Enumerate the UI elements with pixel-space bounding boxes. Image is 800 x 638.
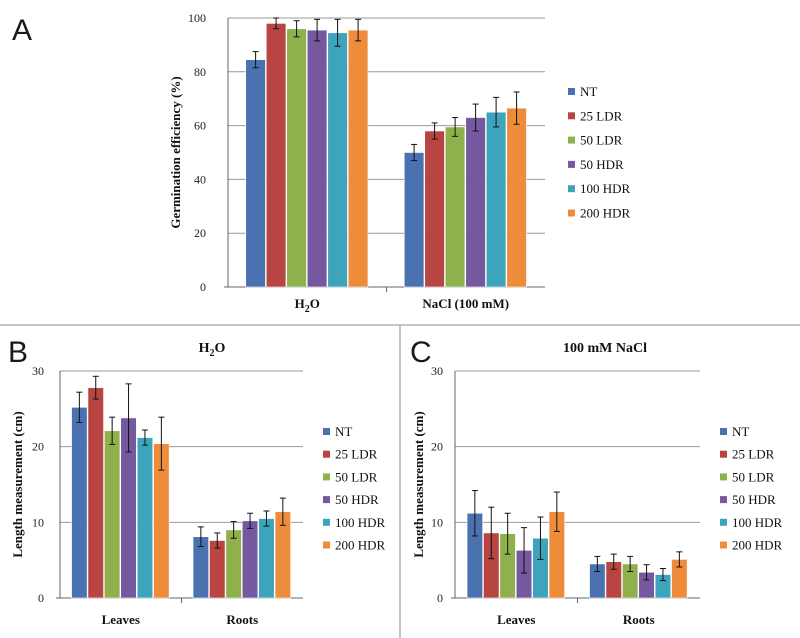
x-category-label: Leaves — [102, 612, 140, 627]
bar — [225, 529, 242, 599]
x-category-label-h: H — [295, 296, 305, 311]
legend-label: 200 HDR — [580, 206, 631, 221]
legend-swatch — [720, 473, 727, 481]
bar — [506, 107, 527, 288]
legend-label: NT — [335, 424, 352, 439]
y-tick-label: 100 — [188, 11, 206, 25]
bar — [424, 130, 445, 288]
bar — [265, 23, 287, 288]
bar — [136, 437, 154, 599]
legend-label: NT — [732, 424, 749, 439]
bar — [209, 540, 226, 599]
y-tick-label: 0 — [38, 591, 44, 605]
x-category-label: Roots — [623, 612, 655, 627]
y-tick-label: 40 — [194, 172, 206, 186]
legend-swatch — [323, 450, 330, 458]
panel-c-title: 100 mM NaCl — [563, 341, 647, 356]
legend-label: 50 LDR — [732, 469, 775, 484]
legend-label: 25 LDR — [335, 447, 378, 462]
legend-swatch — [568, 160, 575, 168]
y-tick-label: 20 — [32, 440, 44, 454]
legend-label: 50 LDR — [580, 133, 623, 148]
legend-swatch — [568, 112, 575, 120]
bar — [104, 430, 121, 599]
y-axis-title: Length measurement (cm) — [10, 411, 25, 557]
legend-swatch — [568, 88, 575, 95]
y-tick-label: 20 — [194, 226, 206, 240]
bar — [258, 518, 275, 599]
bar — [306, 29, 328, 288]
bar — [241, 520, 259, 599]
y-tick-label: 30 — [431, 364, 443, 378]
bar — [485, 111, 507, 288]
bar — [465, 117, 486, 288]
legend-label: 100 HDR — [732, 515, 783, 530]
y-tick-label: 30 — [32, 364, 44, 378]
legend-swatch — [720, 428, 727, 435]
legend-label: 50 HDR — [732, 492, 776, 507]
bar — [286, 28, 307, 288]
legend-swatch — [323, 473, 330, 481]
legend-swatch — [323, 496, 330, 504]
panel-letter-c: C — [410, 336, 432, 369]
y-tick-label: 10 — [431, 515, 443, 529]
bar — [87, 387, 104, 599]
legend-swatch — [323, 541, 330, 549]
y-tick-label: 0 — [200, 280, 206, 294]
panel-letter-a: A — [12, 14, 32, 47]
legend-label: 200 HDR — [335, 538, 386, 553]
legend-label: 200 HDR — [732, 538, 783, 553]
x-category-label-o: O — [310, 296, 320, 311]
bar — [403, 152, 425, 288]
x-category-label-sub: 2 — [305, 304, 310, 315]
bar — [347, 29, 369, 288]
legend-label: 100 HDR — [580, 181, 631, 196]
y-tick-label: 10 — [32, 515, 44, 529]
legend-label: 50 LDR — [335, 469, 378, 484]
x-category-label: H2O — [295, 296, 320, 315]
legend-swatch — [568, 136, 575, 144]
x-category-label: NaCl (100 mM) — [422, 296, 509, 311]
legend-label: 50 HDR — [335, 492, 379, 507]
y-tick-label: 0 — [437, 591, 443, 605]
bar — [245, 59, 266, 288]
x-category-label: Leaves — [497, 612, 535, 627]
y-tick-label: 20 — [431, 440, 443, 454]
chart-b: 0 10 20 30 Length measurement (cm) Leaves Root… — [10, 364, 386, 627]
legend-swatch — [568, 209, 575, 217]
panel-b-title-o: O — [215, 341, 226, 356]
bar — [444, 126, 466, 288]
y-axis-title: Germination efficiency (%) — [168, 76, 183, 228]
panel-b-title-sub: 2 — [210, 348, 215, 359]
legend-label: 50 HDR — [580, 157, 624, 172]
y-axis-title: Length measurement (cm) — [411, 411, 426, 557]
legend-label: 25 LDR — [580, 108, 623, 123]
panel-letter-b: B — [8, 336, 28, 369]
legend-swatch — [720, 450, 727, 458]
chart-c: 0 10 20 30 Length measurement (cm) Leaves Root… — [411, 364, 783, 627]
legend-swatch — [568, 185, 575, 193]
legend-label: 25 LDR — [732, 447, 775, 462]
legend-swatch — [323, 518, 330, 526]
bar — [71, 407, 88, 599]
legend-swatch — [720, 541, 727, 549]
legend-swatch — [720, 496, 727, 504]
legend-label: 100 HDR — [335, 515, 386, 530]
legend-swatch — [323, 428, 330, 435]
panel-b-title-h: H — [199, 341, 210, 356]
legend-label: NT — [580, 84, 597, 99]
x-category-label: Roots — [226, 612, 258, 627]
y-tick-label: 80 — [194, 65, 206, 79]
panel-b-title: H2O — [199, 341, 226, 359]
bar — [327, 32, 348, 288]
y-tick-label: 60 — [194, 119, 206, 133]
legend-swatch — [720, 518, 727, 526]
